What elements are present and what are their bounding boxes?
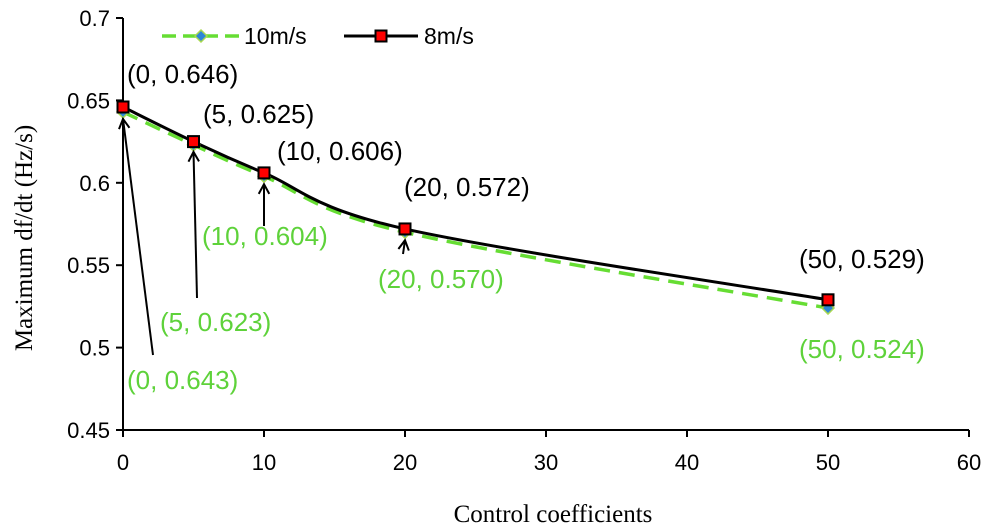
annotations: (0, 0.646)(5, 0.625)(10, 0.606)(20, 0.57… [118,59,925,395]
x-tick-label: 40 [675,450,699,475]
annotation-arrowhead [397,238,410,251]
x-tick-label: 0 [117,450,129,475]
legend-label-8ms: 8m/s [424,23,474,49]
x-tick-label: 60 [957,450,981,475]
legend-marker-10ms [193,28,209,44]
annotation-arrowhead [118,116,131,130]
annotation-10ms: (20, 0.570) [378,264,504,294]
y-axis-title: Maximum df/dt (Hz/s) [11,125,38,351]
annotation-8ms: (5, 0.625) [203,99,314,129]
marker-8ms [821,293,835,307]
y-tick-label: 0.7 [79,6,110,31]
x-tick-label: 50 [816,450,840,475]
x-axis-title: Control coefficients [454,501,653,528]
y-tick-label: 0.55 [67,253,110,278]
annotation-arrow [402,240,406,255]
annotation-8ms: (10, 0.606) [277,136,403,166]
marker-8ms [187,135,200,149]
tick-labels: 0.45 0.5 0.55 0.6 0.65 0.7 0 10 20 30 40 50 60 [67,6,981,475]
y-tick-label: 0.5 [79,336,110,361]
series-markers [115,100,836,316]
x-tick-label: 10 [252,450,276,475]
annotation-10ms: (0, 0.643) [127,365,238,395]
annotation-8ms: (50, 0.529) [799,244,925,274]
y-tick-label: 0.65 [67,88,110,113]
annotation-arrow [192,151,198,299]
annotation-8ms: (20, 0.572) [404,172,530,202]
legend-label-10ms: 10m/s [244,23,307,49]
y-tick-label: 0.6 [79,171,110,196]
x-tick-label: 20 [393,450,417,475]
marker-8ms [116,100,130,114]
legend-marker-8ms [374,29,388,43]
annotation-arrowhead [187,149,200,163]
annotation-arrowhead [257,182,271,195]
annotation-10ms: (5, 0.623) [160,307,271,337]
axes [116,17,970,437]
annotation-arrow [122,118,154,356]
y-tick-label: 0.45 [67,418,110,443]
annotation-10ms: (50, 0.524) [799,334,925,364]
marker-8ms [257,166,271,180]
marker-8ms [398,222,412,236]
x-tick-label: 30 [534,450,558,475]
legend: 10m/s 8m/s [162,23,474,49]
annotation-8ms: (0, 0.646) [127,59,238,89]
